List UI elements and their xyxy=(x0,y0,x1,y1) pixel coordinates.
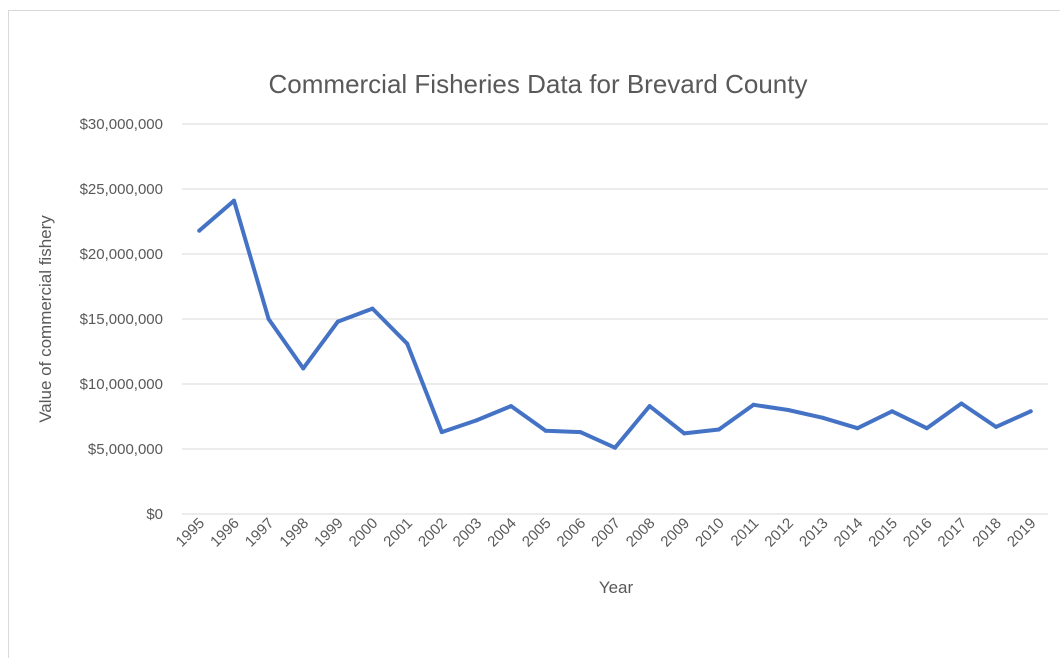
x-tick-label: 2015 xyxy=(865,515,901,551)
x-tick-label: 1997 xyxy=(242,515,278,551)
data-point xyxy=(301,366,306,371)
x-tick-label: 2003 xyxy=(450,515,486,551)
y-tick-label: $20,000,000 xyxy=(80,246,163,263)
x-tick-label: 2013 xyxy=(796,515,832,551)
data-point xyxy=(751,402,756,407)
x-tick-label: 1998 xyxy=(276,515,312,551)
data-point xyxy=(682,431,687,436)
y-tick-label: $10,000,000 xyxy=(80,376,163,393)
series-line xyxy=(197,198,1033,450)
data-point xyxy=(716,427,721,432)
data-point xyxy=(613,445,617,450)
data-point xyxy=(647,404,652,409)
data-point xyxy=(266,317,271,321)
data-point xyxy=(543,428,548,433)
x-axis-ticks: 1995 1996 1997 1998 1999 2000 2001 2002 2003 2004… xyxy=(173,515,1040,551)
data-point xyxy=(231,198,236,203)
x-tick-label: 2009 xyxy=(657,515,693,551)
y-axis-ticks: $0 $5,000,000 $10,000,000 $15,000,000 $20,00… xyxy=(80,116,163,523)
x-tick-label: 2016 xyxy=(900,515,936,551)
x-tick-label: 1999 xyxy=(311,515,347,551)
series-group xyxy=(197,198,1033,450)
y-tick-label: $5,000,000 xyxy=(88,441,163,458)
x-tick-label: 2017 xyxy=(935,515,971,551)
x-tick-label: 2001 xyxy=(380,515,416,551)
data-point xyxy=(439,430,444,435)
x-tick-label: 2000 xyxy=(346,515,382,551)
y-axis-title: Value of commercial fishery xyxy=(36,215,55,423)
x-tick-label: 2008 xyxy=(623,515,659,551)
y-tick-label: $25,000,000 xyxy=(80,181,163,198)
data-point xyxy=(405,341,410,346)
data-point xyxy=(578,430,583,435)
x-tick-label: 2012 xyxy=(761,515,797,551)
chart-frame xyxy=(8,10,1060,658)
data-point xyxy=(924,426,929,431)
x-tick-label: 2019 xyxy=(1004,515,1040,551)
data-point xyxy=(509,404,514,409)
data-point xyxy=(197,228,202,233)
x-axis-title: Year xyxy=(599,578,634,597)
x-tick-label: 2006 xyxy=(554,515,590,551)
data-point xyxy=(474,418,479,423)
y-tick-label: $15,000,000 xyxy=(80,311,163,328)
x-tick-label: 2004 xyxy=(484,515,520,551)
x-tick-label: 2010 xyxy=(692,515,728,551)
data-point xyxy=(959,401,964,406)
x-tick-label: 2011 xyxy=(728,515,763,550)
data-point xyxy=(890,409,895,414)
chart-title: Commercial Fisheries Data for Brevard Co… xyxy=(269,69,808,99)
data-point xyxy=(786,408,791,412)
x-tick-label: 2005 xyxy=(519,515,555,551)
data-point xyxy=(820,415,825,420)
x-tick-label: 2007 xyxy=(588,515,624,551)
data-point xyxy=(335,319,340,324)
gridlines xyxy=(182,123,1048,515)
x-tick-label: 1995 xyxy=(173,515,209,551)
data-point xyxy=(855,426,860,431)
y-tick-label: $30,000,000 xyxy=(80,116,163,133)
x-tick-label: 2014 xyxy=(831,515,867,551)
y-tick-label: $0 xyxy=(146,506,163,523)
data-point xyxy=(1028,409,1033,414)
x-tick-label: 2018 xyxy=(969,515,1005,551)
data-point xyxy=(370,306,375,311)
data-point xyxy=(994,424,999,429)
x-tick-label: 2002 xyxy=(415,515,451,551)
x-tick-label: 1996 xyxy=(207,515,243,551)
